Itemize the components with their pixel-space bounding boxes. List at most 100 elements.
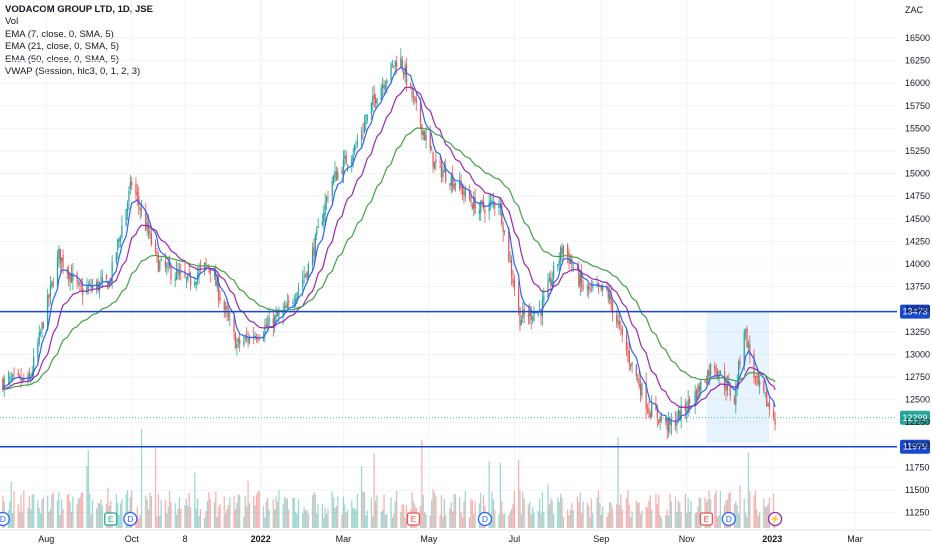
volume-bar [578, 502, 580, 528]
volume-bar [541, 492, 544, 528]
candle-body [697, 384, 699, 400]
candle-body [767, 404, 769, 407]
candle-body [282, 309, 284, 316]
price-tick-label: 14000 [905, 259, 930, 269]
volume-bar [405, 504, 408, 528]
volume-bar [254, 505, 256, 528]
price-tick-label: 13250 [905, 327, 930, 337]
volume-bar [735, 501, 737, 528]
price-tick-label: 15750 [905, 101, 930, 111]
candle-body [637, 378, 639, 380]
candle-body [198, 269, 200, 275]
volume-bar [272, 499, 274, 528]
candle-body [745, 329, 747, 333]
candle-body [422, 131, 424, 136]
volume-bar [737, 513, 740, 528]
legend-ema50[interactable]: EMA (50, close, 0, SMA, 5) [5, 53, 120, 65]
candle-body [150, 233, 152, 245]
candle-body [80, 285, 82, 287]
candle-body [419, 101, 422, 125]
legend-ema21[interactable]: EMA (21, close, 0, SMA, 5) [5, 41, 120, 53]
horizontal-levels[interactable]: 13473 11979 12299 [0, 304, 930, 454]
candle-body [386, 80, 388, 84]
volume-bar [247, 481, 249, 528]
candle-body [576, 267, 579, 269]
volume-bar [146, 499, 148, 528]
volume-bar [23, 490, 25, 528]
candle-body [645, 382, 647, 409]
candle-body [189, 276, 192, 285]
event-markers[interactable]: D E D E D E D ⚡ [0, 511, 783, 527]
candle-body [225, 306, 227, 309]
candle-body [439, 161, 441, 163]
volume-bar [355, 509, 357, 528]
candle-body [135, 183, 137, 195]
candle-body [618, 319, 621, 325]
volume-bar [589, 517, 591, 528]
volume-bar [586, 502, 588, 528]
candle-body [314, 234, 316, 258]
volume-bar [345, 512, 347, 528]
candle-body [175, 270, 178, 280]
volume-bar [746, 517, 748, 528]
volume-bar [219, 503, 221, 528]
volume-bar [374, 500, 377, 528]
volume-bar [69, 501, 71, 528]
candle-body [606, 287, 608, 289]
volume-bar [686, 512, 688, 528]
volume-bar [660, 517, 663, 528]
candle-body [381, 84, 384, 89]
candle-body [274, 316, 276, 328]
candle-body [205, 263, 207, 265]
volume-bar [159, 515, 161, 528]
candle-body [374, 97, 377, 104]
volume-bar [226, 509, 228, 528]
candle-body [484, 210, 486, 214]
volume-bar [432, 489, 434, 528]
legend-symbol: VODACOM GROUP LTD, 1D, JSE [5, 4, 153, 15]
candle-body [411, 86, 413, 98]
time-axis[interactable]: Aug Oct 8 2022 Mar May Jul Sep Nov 2023 Mar [38, 534, 862, 544]
volume-bar [588, 505, 590, 528]
candle-body [680, 405, 682, 420]
volume-bar [659, 515, 661, 528]
legend-vwap[interactable]: VWAP (Session, hlc3, 0, 1, 2, 3) [5, 66, 141, 78]
candle-body [98, 282, 101, 291]
candle-body [529, 310, 531, 316]
candle-body [459, 180, 461, 189]
candle-body [79, 282, 81, 285]
candle-body [188, 272, 190, 274]
volume-bar [373, 453, 375, 528]
event-marker-label: D [0, 514, 6, 524]
candle-body [537, 311, 539, 316]
candle-body [533, 312, 535, 321]
price-axis[interactable]: 11250 11500 11750 12000 12250 12500 12750 13000… [905, 5, 930, 518]
candle-body [429, 133, 431, 150]
candle-body [140, 209, 143, 211]
volume-bar [517, 459, 520, 528]
volume-bar [512, 503, 514, 528]
candle-body [550, 277, 552, 286]
volume-bar [391, 517, 394, 528]
time-tick-label: Sep [593, 534, 609, 544]
legend-vol[interactable]: Vol [5, 16, 19, 28]
volume-bar [386, 513, 388, 528]
volume-bar [667, 515, 670, 528]
volume-bar [239, 495, 241, 528]
legend-ema7[interactable]: EMA (7, close, 0, SMA, 5) [5, 28, 114, 40]
candle-body [131, 181, 133, 186]
volume-bar [767, 503, 769, 528]
last-price-label: 12299 [902, 413, 927, 423]
candle-body [548, 277, 551, 282]
volume-bar [766, 506, 768, 528]
volume-bar [381, 509, 384, 528]
volume-bar [736, 505, 738, 528]
candle-body [716, 371, 719, 378]
candle-body [288, 300, 290, 303]
candle-body [401, 59, 403, 70]
volume-bar [445, 514, 447, 528]
candle-body [538, 308, 541, 311]
candle-body [519, 307, 521, 327]
volume-bar [236, 502, 238, 528]
